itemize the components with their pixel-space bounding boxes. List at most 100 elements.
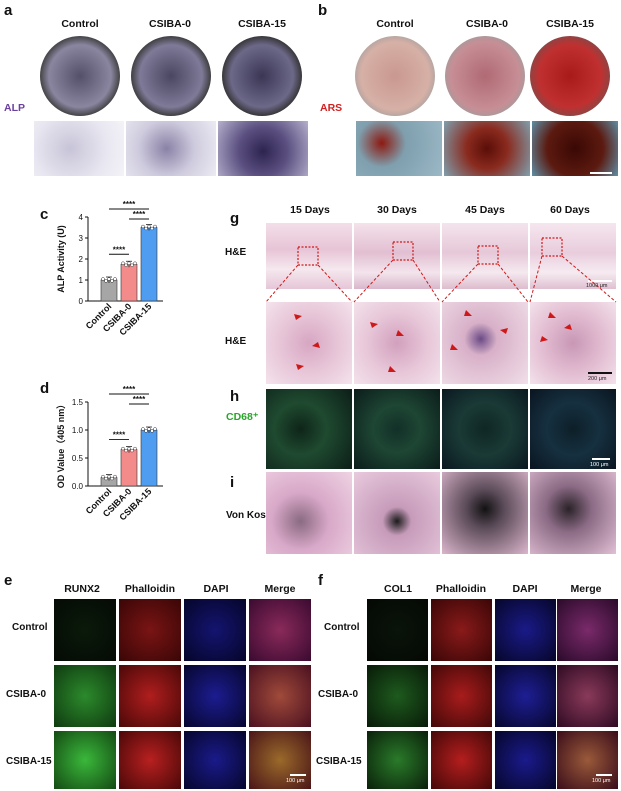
- col-header-csiba15-b: CSIBA-15: [546, 18, 594, 30]
- ars-micrograph-csiba15: [532, 121, 618, 176]
- col-header-dapi-f: DAPI: [512, 583, 538, 595]
- panel-label-e: e: [4, 572, 13, 589]
- data-point: [121, 446, 125, 451]
- e-merge-csiba0: [249, 665, 311, 727]
- col-header-runx2: RUNX2: [64, 583, 100, 595]
- cd68-45days: [442, 389, 528, 469]
- row-label-von-kossa: Von Kossa: [226, 510, 277, 521]
- y-tick-label: 3: [79, 234, 84, 243]
- f-merge-csiba0: [557, 665, 618, 727]
- col-header-merge-f: Merge: [570, 583, 602, 595]
- row-label-he-low: H&E: [225, 247, 247, 258]
- panel-label-a: a: [4, 2, 13, 19]
- data-point: [133, 446, 137, 451]
- row-label-csiba0-f: CSIBA-0: [318, 689, 359, 700]
- data-point: [124, 448, 128, 453]
- y-tick-label: 1: [79, 276, 84, 285]
- vonkossa-30days: [354, 472, 440, 554]
- data-point: [110, 279, 114, 283]
- arrow-icon: [540, 336, 548, 342]
- panel-label-d: d: [40, 380, 50, 397]
- y-tick-label: 1.5: [72, 398, 84, 407]
- row-label-control-f: Control: [324, 622, 360, 633]
- col-header-control-a: Control: [61, 18, 99, 30]
- col-header-control-b: Control: [376, 18, 414, 30]
- e-phalloidin-csiba15: [119, 731, 181, 789]
- scale-text-e: 100 μm: [286, 778, 305, 784]
- data-point: [104, 476, 108, 481]
- col-header-60days: 60 Days: [550, 204, 590, 216]
- data-point: [147, 224, 151, 229]
- significance-label: ****: [113, 245, 126, 254]
- row-label-csiba15-e: CSIBA-15: [6, 756, 52, 767]
- data-point: [113, 277, 117, 281]
- he-high-15days: [266, 302, 352, 384]
- data-point: [153, 427, 157, 431]
- zoom-lines: [265, 255, 617, 303]
- he-low-60days: [530, 223, 616, 289]
- alp-micrograph-csiba0: [126, 121, 216, 176]
- e-dapi-csiba0: [184, 665, 246, 727]
- e-merge-control: [249, 599, 311, 661]
- cd68-15days: [266, 389, 352, 469]
- col-header-col1: COL1: [383, 583, 412, 595]
- panel-label-c: c: [40, 206, 49, 223]
- scale-text-f: 100 μm: [592, 778, 611, 784]
- data-point: [107, 277, 111, 281]
- stain-label-ars: ARS: [320, 102, 343, 114]
- data-point: [127, 261, 131, 265]
- data-point: [153, 224, 157, 229]
- row-label-control-e: Control: [12, 622, 48, 633]
- e-runx2-control: [54, 599, 116, 661]
- ars-dish-control: [355, 36, 435, 116]
- f-merge-csiba15: [557, 731, 618, 789]
- arrow-icon: [370, 322, 378, 328]
- panel-label-f: f: [318, 572, 323, 589]
- col-header-30days: 30 Days: [377, 204, 417, 216]
- arrow-icon: [312, 342, 320, 348]
- arrow-icon: [500, 328, 508, 334]
- data-point: [141, 427, 145, 431]
- panel-label-h: h: [230, 388, 240, 405]
- cd68-30days: [354, 389, 440, 469]
- data-point: [101, 474, 105, 479]
- ars-dish-csiba15: [530, 36, 610, 116]
- col-header-csiba0-b: CSIBA-0: [465, 18, 508, 30]
- data-point: [130, 448, 134, 453]
- he-low-15days: [266, 223, 352, 289]
- f-dapi-control: [495, 599, 556, 661]
- he-high-60days: [530, 302, 616, 384]
- col-header-csiba0-a: CSIBA-0: [148, 18, 191, 30]
- data-point: [124, 263, 128, 267]
- alp-dish-control: [40, 36, 120, 116]
- arrow-icon: [396, 330, 404, 336]
- e-runx2-csiba15: [54, 731, 116, 789]
- y-axis-label: ALP Activity (U): [56, 225, 66, 293]
- f-merge-control: [557, 599, 618, 661]
- e-dapi-control: [184, 599, 246, 661]
- f-dapi-csiba15: [495, 731, 556, 789]
- red-arrows: [294, 310, 572, 372]
- arrow-icon: [296, 364, 304, 370]
- data-point: [144, 429, 148, 433]
- data-point: [113, 474, 117, 479]
- scale-bar-e: [290, 774, 306, 776]
- data-point: [150, 429, 154, 433]
- scale-bar-g1: [588, 280, 612, 282]
- data-point: [104, 279, 108, 283]
- e-merge-csiba15: [249, 731, 311, 789]
- arrow-icon: [464, 310, 472, 316]
- data-point: [147, 427, 151, 431]
- e-runx2-csiba0: [54, 665, 116, 727]
- f-phalloidin-csiba0: [431, 665, 492, 727]
- row-label-csiba15-f: CSIBA-15: [316, 756, 362, 767]
- significance-label: ****: [133, 395, 146, 404]
- zoom-box-30days: [392, 241, 414, 261]
- zoom-box-15days: [297, 246, 319, 266]
- stain-label-cd68: CD68⁺: [226, 411, 259, 423]
- y-tick-label: 4: [79, 213, 84, 222]
- he-high-30days: [354, 302, 440, 384]
- scale-bar-f: [596, 774, 612, 776]
